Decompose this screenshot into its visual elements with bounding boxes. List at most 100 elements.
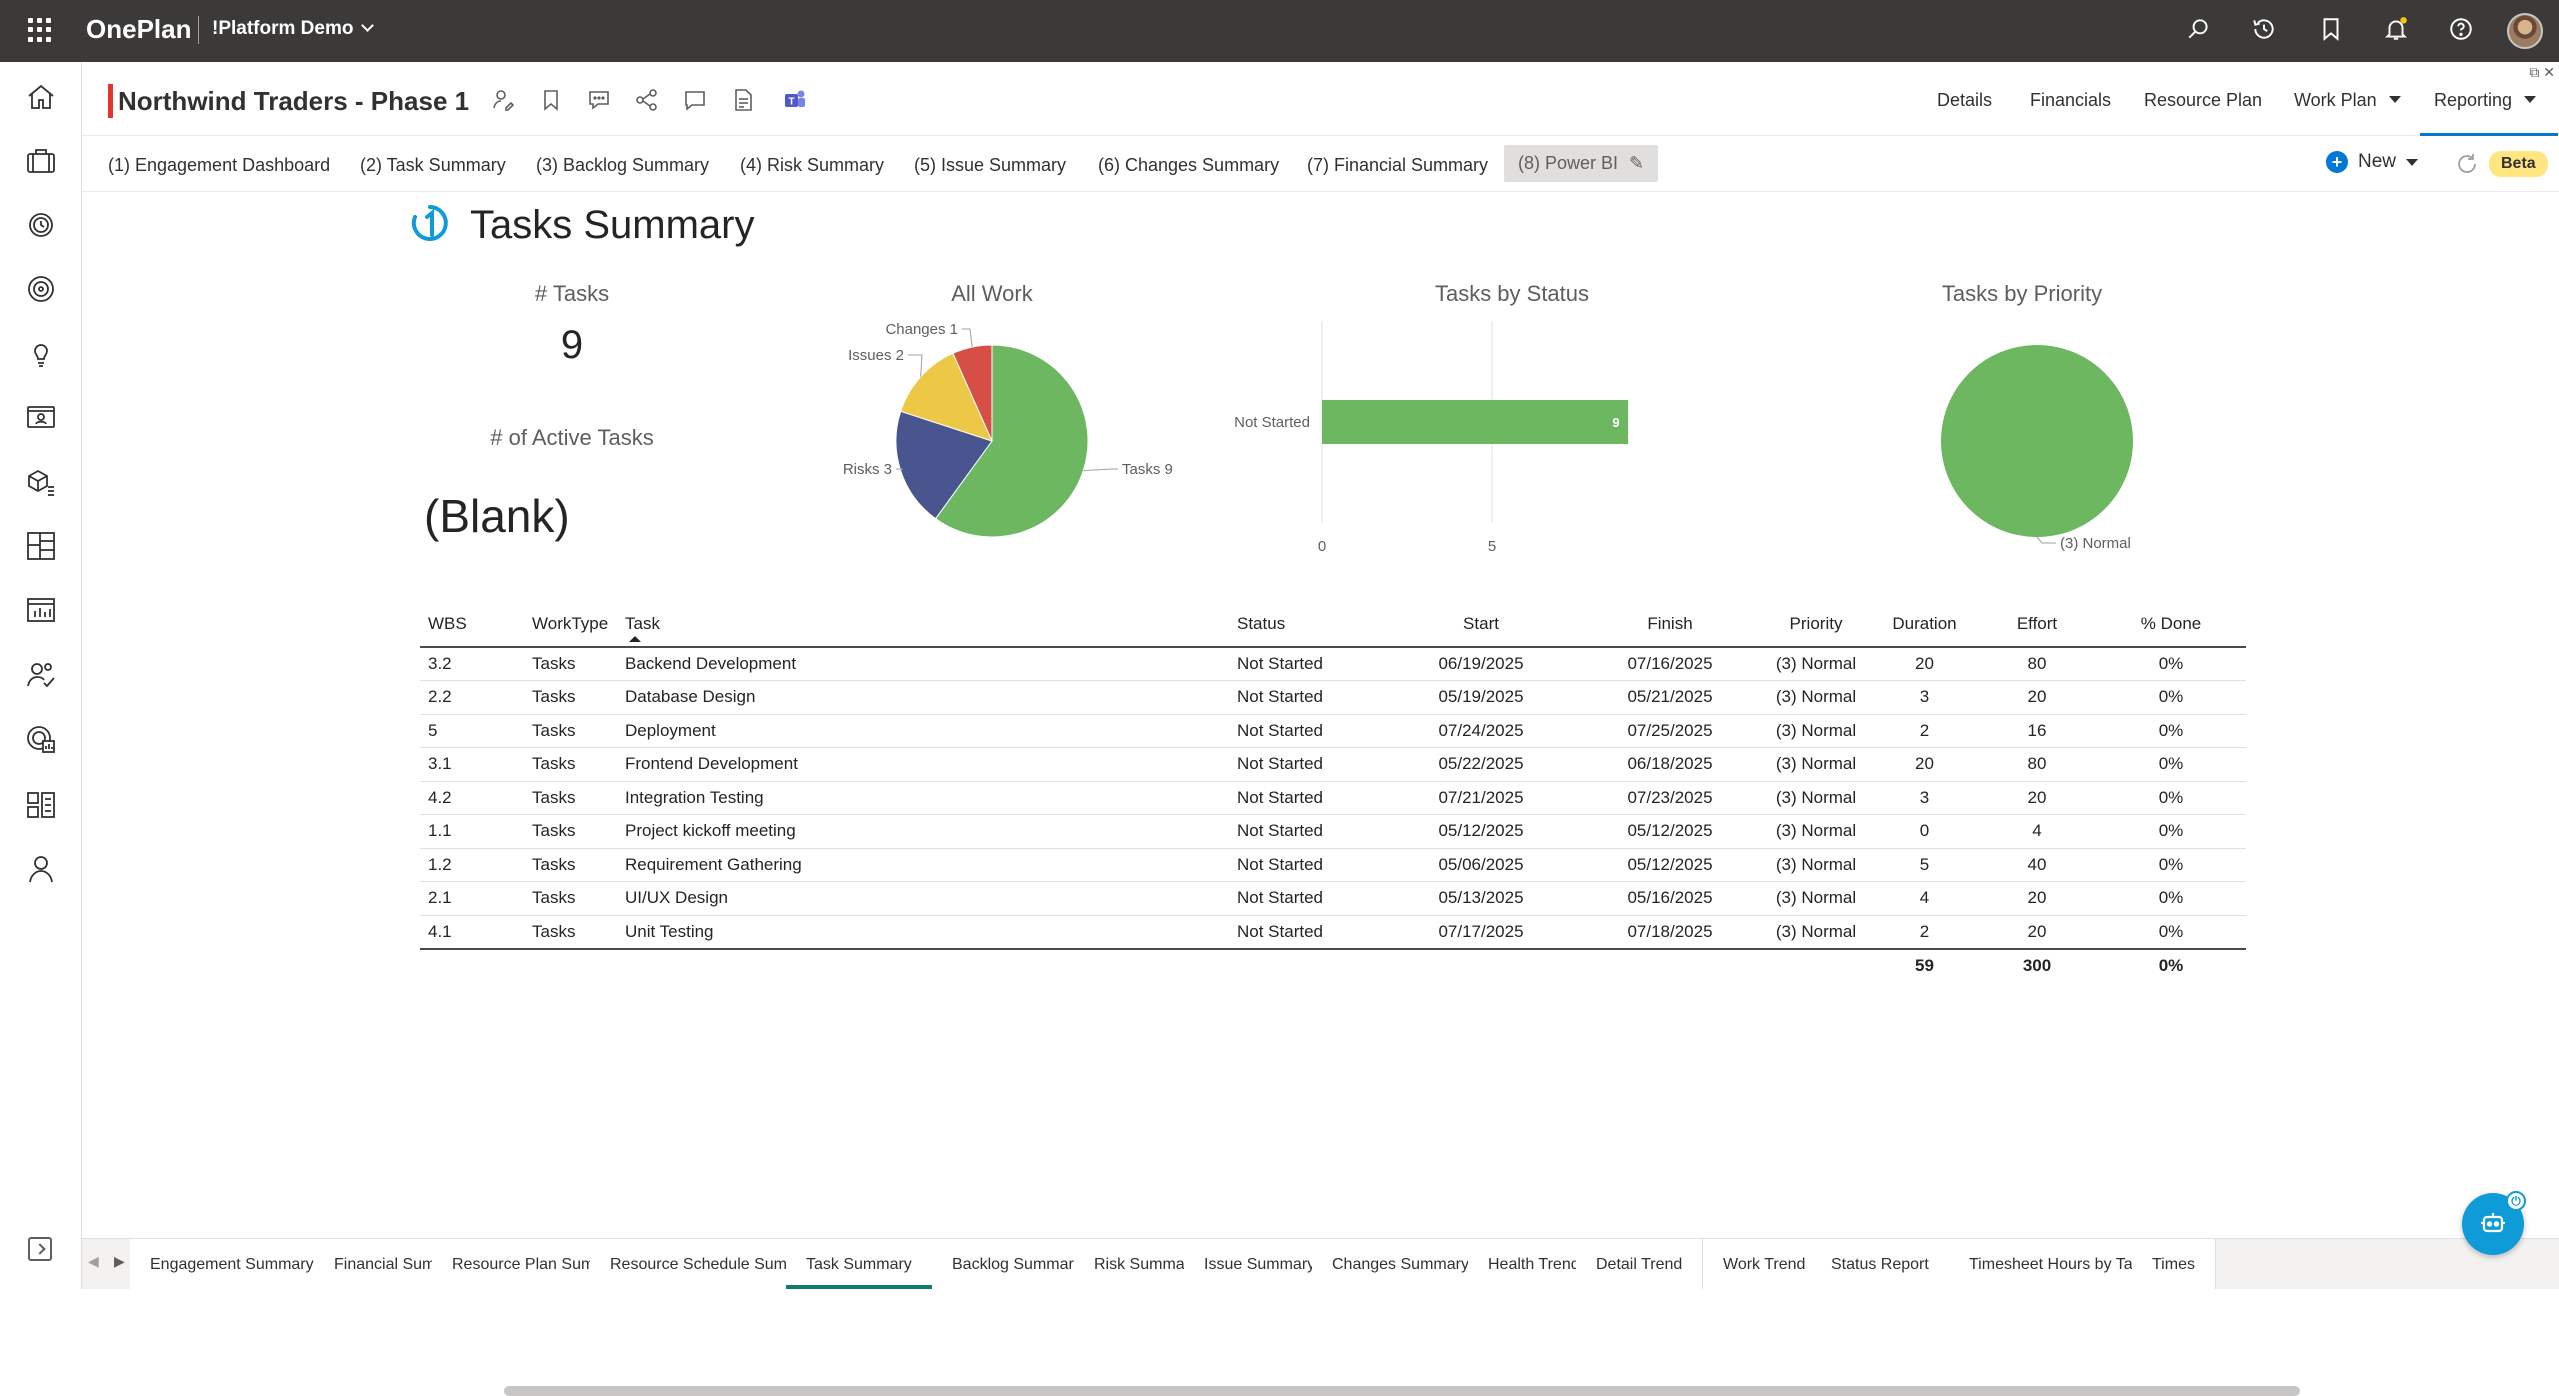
bookmark-icon[interactable] [2318, 16, 2348, 46]
oneplan-logo-icon [410, 203, 450, 243]
packages-icon[interactable] [24, 465, 58, 499]
nav-resource-plan[interactable]: Resource Plan [2144, 90, 2263, 110]
column-header-percent-done[interactable]: % Done [2096, 603, 2246, 648]
copilot-chat-button[interactable]: ⏻ [2462, 1191, 2526, 1255]
assign-user-icon[interactable] [490, 87, 518, 115]
cell-worktype: Tasks [524, 647, 617, 681]
column-header-finish[interactable]: Finish [1579, 603, 1761, 648]
column-header-start[interactable]: Start [1383, 603, 1579, 648]
new-button[interactable]: + New [2326, 151, 2419, 173]
comment-icon[interactable] [586, 87, 614, 115]
tab-power-bi[interactable]: (8) Power BI ✎ [1504, 145, 1659, 182]
tab-changes-summary[interactable]: (6) Changes Summary [1098, 155, 1280, 175]
tab-engagement-dashboard[interactable]: (1) Engagement Dashboard [108, 155, 331, 175]
app-launcher-icon[interactable] [28, 18, 52, 42]
briefcase-icon[interactable] [24, 144, 58, 178]
cell-task: Backend Development [617, 647, 1229, 681]
tab-task-summary[interactable]: (2) Task Summary [360, 155, 506, 175]
document-report-icon[interactable] [730, 87, 758, 115]
nav-reporting[interactable]: Reporting [2434, 90, 2537, 111]
tab-backlog-summary[interactable]: (3) Backlog Summary [536, 155, 710, 175]
column-header-task[interactable]: Task [617, 603, 1229, 648]
nav-work-plan[interactable]: Work Plan [2294, 90, 2401, 111]
column-header-worktype[interactable]: WorkType [524, 603, 617, 648]
dashboard-grid-icon[interactable] [24, 529, 58, 563]
teams-icon[interactable]: T [782, 87, 810, 115]
search-icon[interactable] [2186, 16, 2216, 46]
column-header-duration[interactable]: Duration [1871, 603, 1978, 648]
tasks-by-status-bar-chart[interactable]: 0 5 Not Started 9 [1212, 313, 1772, 573]
portfolio-report-icon[interactable] [24, 722, 58, 756]
notifications-icon[interactable] [2383, 16, 2413, 46]
table-row[interactable]: 5 Tasks Deployment Not Started 07/24/2025 07/… [420, 714, 2246, 748]
page-tab-status-report[interactable]: Status Report [1811, 1239, 1950, 1289]
popout-icon[interactable]: ⧉ [2529, 64, 2540, 80]
pie-slice-issues-2[interactable] [900, 352, 993, 442]
help-icon[interactable] [2448, 16, 2478, 46]
people-check-icon[interactable] [24, 658, 58, 692]
page-tab-task-summary[interactable]: Task Summary [786, 1239, 933, 1289]
share-icon[interactable] [634, 87, 662, 115]
cell-task: Unit Testing [617, 915, 1229, 950]
horizontal-scrollbar[interactable] [504, 1386, 2300, 1396]
contact-card-icon[interactable] [24, 400, 58, 434]
pie-slice--3-normal[interactable] [1941, 345, 2133, 537]
table-row[interactable]: 1.1 Tasks Project kickoff meeting Not Start… [420, 814, 2246, 849]
pie-slice-tasks-9[interactable] [934, 344, 1089, 538]
bookmark-icon[interactable] [538, 87, 566, 115]
column-header-wbs[interactable]: WBS [420, 603, 524, 648]
next-page-icon[interactable]: ▶ [114, 1253, 125, 1269]
table-row[interactable]: 1.2 Tasks Requirement Gathering Not Started… [420, 848, 2246, 882]
target-icon[interactable] [24, 272, 58, 306]
column-header-status[interactable]: Status [1229, 603, 1383, 648]
nav-details[interactable]: Details [1937, 90, 1993, 110]
table-row[interactable]: 4.2 Tasks Integration Testing Not Started 07… [420, 781, 2246, 815]
bar-data-label: 9 [1612, 415, 1619, 430]
cell-status: Not Started [1229, 680, 1383, 715]
tab-risk-summary[interactable]: (4) Risk Summary [740, 155, 885, 175]
table-header-row: WBS WorkType Task Status Start Finish Pr… [420, 603, 2246, 648]
all-work-pie-chart[interactable]: Tasks 9 Risks 3 Issues 2 Changes 1 [782, 313, 1202, 573]
tab-issue-summary[interactable]: (5) Issue Summary [914, 155, 1067, 175]
nav-financials[interactable]: Financials [2030, 90, 2112, 110]
history-icon[interactable] [2251, 16, 2281, 46]
pencil-icon[interactable]: ✎ [1629, 153, 1645, 173]
table-row[interactable]: 3.2 Tasks Backend Development Not Started 06… [420, 647, 2246, 681]
page-tab-changes-summary[interactable]: Changes Summary [1312, 1239, 1490, 1289]
table-row[interactable]: 2.1 Tasks UI/UX Design Not Started 05/13/202… [420, 881, 2246, 916]
cell-effort: 20 [1978, 915, 2096, 950]
page-tab-work-trend[interactable]: Work Trend [1703, 1239, 1827, 1289]
brand-separator [198, 16, 199, 44]
page-tab-engagement-summary[interactable]: Engagement Summary [130, 1239, 335, 1289]
cell-effort: 20 [1978, 680, 2096, 715]
pie-slice-changes-1[interactable] [952, 344, 993, 442]
close-icon[interactable]: ✕ [2543, 64, 2555, 80]
previous-page-icon[interactable]: ◀ [88, 1253, 99, 1269]
cell-percent-done: 0% [2096, 814, 2246, 849]
tasks-by-priority-pie-chart[interactable]: (3) Normal [1842, 313, 2202, 573]
table-row[interactable]: 2.2 Tasks Database Design Not Started 05/19/… [420, 680, 2246, 715]
timer-icon[interactable] [24, 207, 58, 241]
cell-wbs: 2.1 [420, 881, 524, 916]
org-switcher[interactable]: !Platform Demo [212, 18, 375, 40]
page-tab-times[interactable]: Times [2132, 1239, 2216, 1289]
column-header-priority[interactable]: Priority [1761, 603, 1871, 648]
cell-start: 05/12/2025 [1383, 814, 1579, 849]
table-row[interactable]: 3.1 Tasks Frontend Development Not Started 0… [420, 747, 2246, 782]
page-tab-issue-summary[interactable]: Issue Summary [1184, 1239, 1337, 1289]
status-bar[interactable] [1322, 400, 1628, 444]
report-chart-icon[interactable] [24, 593, 58, 627]
page-tab-detail-trend[interactable]: Detail Trend [1576, 1239, 1704, 1289]
app-brand[interactable]: OnePlan [86, 14, 192, 44]
user-avatar[interactable] [2507, 13, 2543, 49]
column-header-effort[interactable]: Effort [1978, 603, 2096, 648]
org-structure-icon[interactable] [24, 787, 58, 821]
lightbulb-icon[interactable] [24, 336, 58, 370]
table-row[interactable]: 4.1 Tasks Unit Testing Not Started 07/17/202… [420, 915, 2246, 950]
home-icon[interactable] [24, 80, 58, 114]
refresh-icon[interactable] [2454, 151, 2480, 177]
expand-sidebar-icon[interactable] [28, 1237, 52, 1261]
tab-financial-summary[interactable]: (7) Financial Summary [1307, 155, 1489, 175]
chat-icon[interactable] [682, 87, 710, 115]
user-icon[interactable] [24, 852, 58, 886]
